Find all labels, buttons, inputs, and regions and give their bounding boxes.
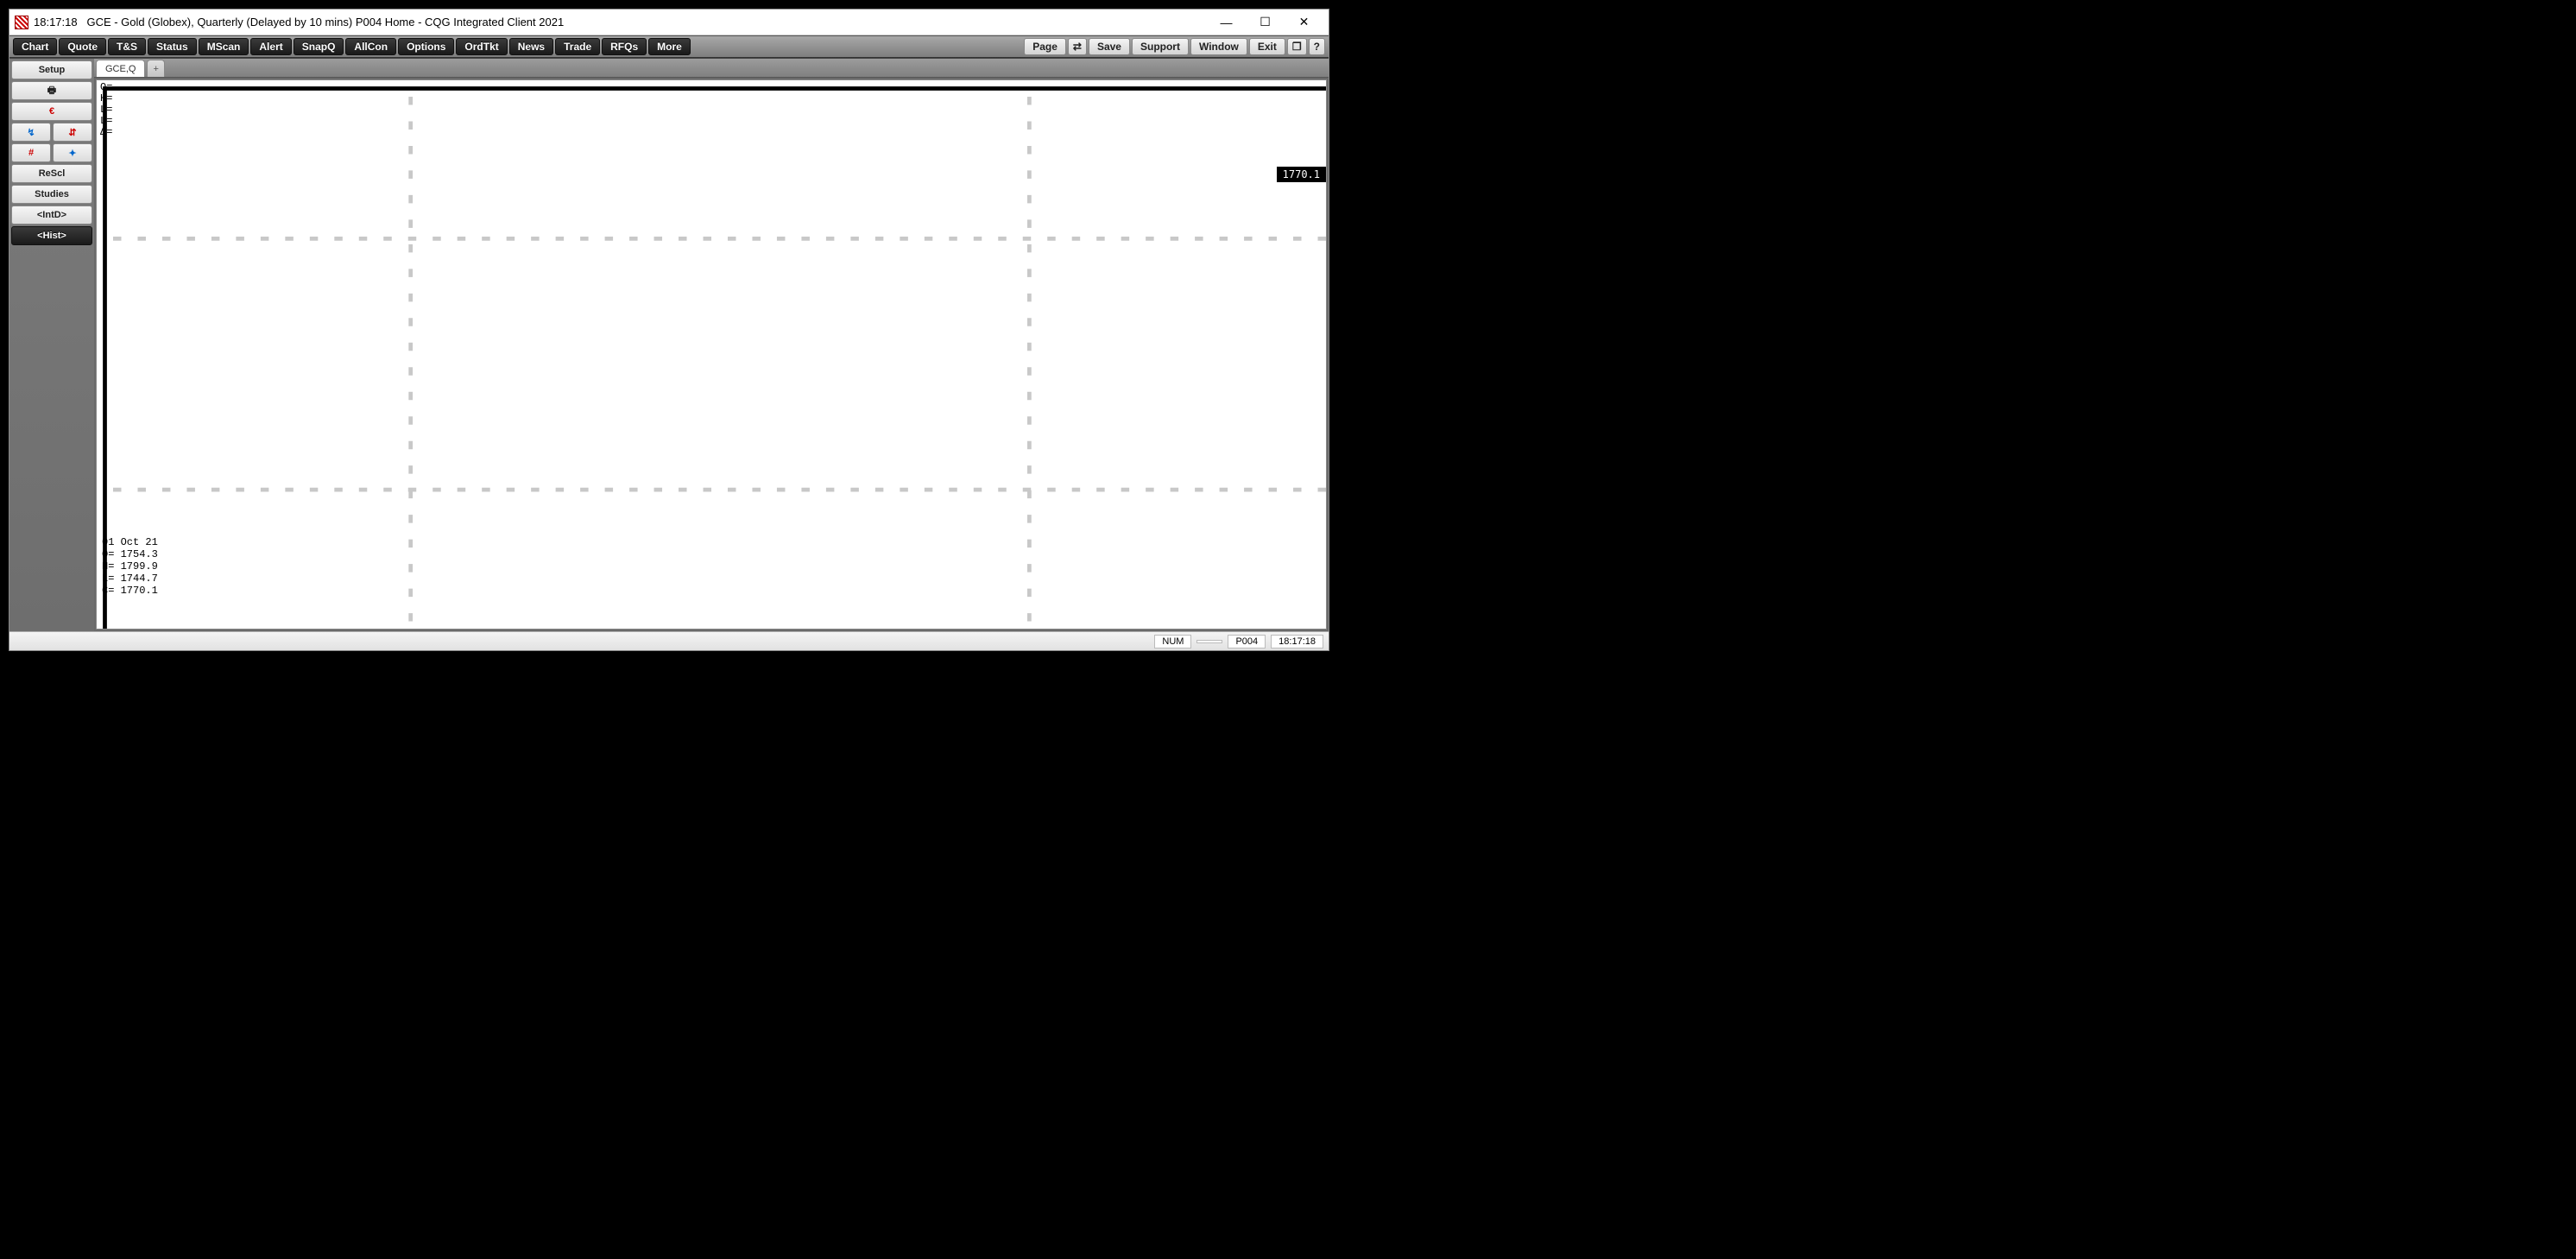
menu-allcon[interactable]: AllCon	[345, 38, 396, 55]
studies-button[interactable]: Studies	[11, 185, 92, 204]
last-price-marker: 1770.1	[1277, 167, 1326, 182]
maximize-button[interactable]: ☐	[1246, 10, 1285, 35]
menu-[interactable]: ?	[1309, 38, 1325, 55]
menu-news[interactable]: News	[509, 38, 553, 55]
titlebar: 18:17:18 GCE - Gold (Globex), Quarterly …	[9, 9, 1329, 35]
menu-rfqs[interactable]: RFQs	[602, 38, 647, 55]
status-num: NUM	[1154, 635, 1191, 648]
chart-frame[interactable]: O=H=L=L=Δ= 01 Oct 21O= 1754.3H= 1799.9L=…	[96, 79, 1327, 630]
rescale-button[interactable]: ReScl	[11, 164, 92, 183]
title-text: 18:17:18 GCE - Gold (Globex), Quarterly …	[34, 16, 1207, 28]
app-icon	[15, 16, 28, 29]
menu-status[interactable]: Status	[148, 38, 197, 55]
euro-icon: €	[49, 106, 54, 117]
tab-strip: GCE,Q +	[94, 59, 1329, 78]
intd-button[interactable]: <IntD>	[11, 206, 92, 225]
menu-quote[interactable]: Quote	[59, 38, 106, 55]
menu-more[interactable]: More	[648, 38, 691, 55]
hist-button[interactable]: <Hist>	[11, 226, 92, 245]
status-time: 18:17:18	[1271, 635, 1323, 648]
print-button[interactable]: 🖶	[11, 81, 92, 100]
menu-trade[interactable]: Trade	[555, 38, 600, 55]
menubar: ChartQuoteT&SStatusMScanAlertSnapQAllCon…	[9, 35, 1329, 58]
menu-ts[interactable]: T&S	[108, 38, 146, 55]
menu-chart[interactable]: Chart	[13, 38, 57, 55]
main-column: GCE,Q + O=H=L=L=Δ= 01 Oct 21O= 1754.3H= …	[94, 59, 1329, 631]
currency-button[interactable]: €	[11, 102, 92, 121]
tool-c-button[interactable]: #	[11, 143, 51, 162]
tool-b-button[interactable]: ⇵	[53, 123, 92, 142]
menu-[interactable]: ❐	[1287, 38, 1307, 55]
sidebar: Setup 🖶 € ↯ ⇵ # ✦ ReScl Studies <IntD> <…	[9, 59, 94, 631]
tool-d-button[interactable]: ✦	[53, 143, 92, 162]
tool-a-button[interactable]: ↯	[11, 123, 51, 142]
print-icon: 🖶	[47, 83, 56, 99]
menu-window[interactable]: Window	[1190, 38, 1247, 55]
status-blank	[1196, 640, 1222, 643]
menu-ordtkt[interactable]: OrdTkt	[456, 38, 507, 55]
tab-add-button[interactable]: +	[147, 60, 164, 77]
menu-[interactable]: ⇄	[1068, 38, 1087, 55]
menu-page[interactable]: Page	[1024, 38, 1066, 55]
setup-button[interactable]: Setup	[11, 60, 92, 79]
status-page: P004	[1228, 635, 1266, 648]
tab-instrument[interactable]: GCE,Q	[96, 60, 145, 77]
menu-support[interactable]: Support	[1132, 38, 1189, 55]
bar-info-box: 01 Oct 21O= 1754.3H= 1799.9L= 1744.7C= 1…	[100, 535, 160, 598]
work-area: Setup 🖶 € ↯ ⇵ # ✦ ReScl Studies <IntD> <…	[9, 58, 1329, 631]
close-button[interactable]: ✕	[1285, 10, 1323, 35]
menu-save[interactable]: Save	[1089, 38, 1130, 55]
menu-snapq[interactable]: SnapQ	[294, 38, 344, 55]
chart-canvas[interactable]: 400.0600.0800.01000.01200.01400.01600.01…	[97, 80, 1326, 630]
minimize-button[interactable]: —	[1207, 10, 1246, 35]
menu-options[interactable]: Options	[398, 38, 454, 55]
title-label: GCE - Gold (Globex), Quarterly (Delayed …	[86, 16, 564, 28]
app-window: 18:17:18 GCE - Gold (Globex), Quarterly …	[9, 9, 1329, 651]
sidebar-spacer	[11, 247, 92, 630]
statusbar: NUM P004 18:17:18	[9, 631, 1329, 650]
menu-alert[interactable]: Alert	[250, 38, 291, 55]
ohlc-readout: O=H=L=L=Δ=	[100, 82, 112, 138]
menu-mscan[interactable]: MScan	[199, 38, 249, 55]
menu-exit[interactable]: Exit	[1249, 38, 1285, 55]
title-time: 18:17:18	[34, 16, 78, 28]
